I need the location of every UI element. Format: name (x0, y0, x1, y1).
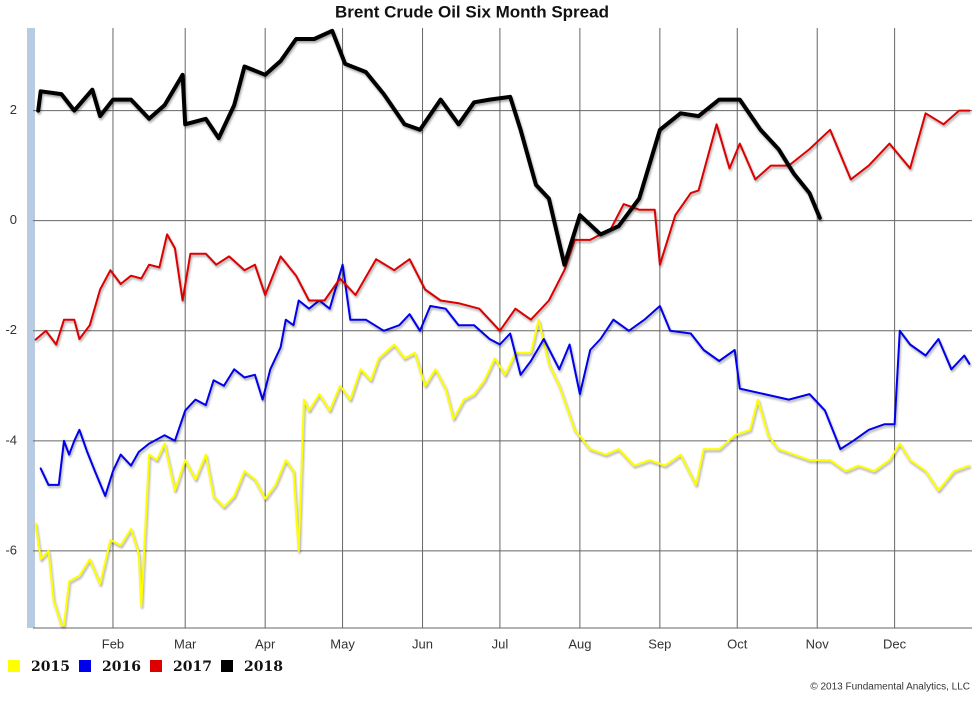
legend-swatch (150, 660, 162, 672)
x-tick-label: Nov (806, 636, 830, 651)
legend-label: 2016 (102, 659, 141, 675)
x-tick-label: Aug (568, 636, 591, 651)
grid (33, 28, 972, 629)
legend: 2015 2016 2017 2018 (8, 659, 283, 675)
x-tick-label: Dec (883, 636, 907, 651)
legend-label: 2018 (244, 659, 283, 675)
legend-swatch (221, 660, 233, 672)
x-tick-label: Jul (492, 636, 509, 651)
y-tick-label: -2 (5, 322, 17, 337)
x-tick-label: Sep (648, 636, 671, 651)
legend-swatch (8, 660, 20, 672)
y-tick-label: 0 (10, 212, 17, 227)
x-tick-label: Mar (174, 636, 197, 651)
y-tick-label: 2 (10, 102, 17, 117)
credit: © 2013 Fundamental Analytics, LLC (810, 682, 970, 693)
series-line (39, 263, 971, 497)
y-tick-label: -4 (5, 432, 17, 447)
legend-label: 2017 (173, 659, 212, 675)
x-tick-label: Oct (727, 636, 748, 651)
series-line (36, 28, 822, 267)
series-line (34, 109, 971, 346)
axis-band (27, 28, 35, 628)
x-tick-label: Apr (255, 636, 276, 651)
x-tick-label: Feb (102, 636, 124, 651)
chart-title: Brent Crude Oil Six Month Spread (335, 2, 609, 21)
legend-swatch (79, 660, 91, 672)
series-lines (34, 28, 971, 627)
series-line (34, 318, 971, 627)
legend-label: 2015 (31, 659, 70, 675)
x-tick-label: Jun (412, 636, 433, 651)
y-tick-label: -6 (5, 542, 17, 557)
x-tick-label: May (330, 636, 355, 651)
